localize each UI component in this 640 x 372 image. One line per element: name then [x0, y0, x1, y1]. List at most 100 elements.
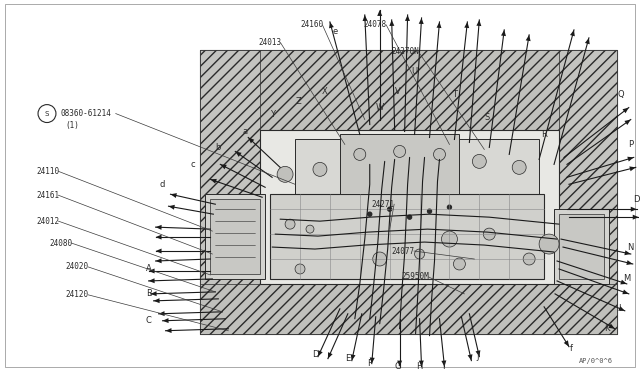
- Text: c: c: [190, 160, 195, 169]
- Circle shape: [313, 162, 327, 176]
- Circle shape: [285, 219, 295, 229]
- Polygon shape: [159, 311, 164, 316]
- Text: D: D: [312, 350, 318, 359]
- Circle shape: [388, 207, 392, 211]
- Circle shape: [306, 225, 314, 233]
- Polygon shape: [464, 22, 469, 28]
- Circle shape: [472, 154, 486, 169]
- Polygon shape: [211, 199, 260, 274]
- Polygon shape: [154, 298, 159, 303]
- Circle shape: [408, 215, 412, 219]
- Text: U: U: [412, 67, 418, 76]
- Polygon shape: [205, 194, 265, 279]
- Text: 24161: 24161: [36, 191, 59, 200]
- Text: (1): (1): [65, 121, 79, 130]
- Text: 24120: 24120: [66, 291, 89, 299]
- Polygon shape: [554, 209, 609, 284]
- Text: D: D: [634, 195, 640, 204]
- Text: G: G: [394, 362, 401, 371]
- Polygon shape: [476, 20, 481, 26]
- Text: R: R: [541, 130, 547, 139]
- Polygon shape: [627, 260, 633, 265]
- Polygon shape: [148, 278, 155, 283]
- Polygon shape: [627, 157, 634, 161]
- Text: T: T: [452, 90, 457, 99]
- Circle shape: [433, 148, 445, 160]
- Text: 24077: 24077: [392, 247, 415, 256]
- Polygon shape: [200, 50, 260, 334]
- Circle shape: [368, 212, 372, 216]
- Polygon shape: [389, 20, 394, 26]
- Text: f: f: [570, 344, 573, 353]
- Text: 24078: 24078: [364, 20, 387, 29]
- Polygon shape: [170, 193, 177, 198]
- Polygon shape: [220, 164, 227, 169]
- Polygon shape: [150, 291, 157, 296]
- Text: b: b: [216, 143, 221, 152]
- Text: C: C: [146, 316, 152, 325]
- Text: d: d: [160, 180, 165, 189]
- Polygon shape: [200, 284, 617, 334]
- Polygon shape: [168, 205, 175, 210]
- Polygon shape: [501, 30, 506, 36]
- Polygon shape: [419, 360, 424, 366]
- Polygon shape: [318, 350, 323, 357]
- Polygon shape: [200, 50, 617, 129]
- Polygon shape: [631, 207, 637, 212]
- Polygon shape: [328, 352, 333, 359]
- Text: S: S: [484, 113, 490, 122]
- Circle shape: [523, 253, 535, 265]
- Polygon shape: [405, 15, 410, 21]
- Polygon shape: [618, 306, 625, 311]
- Circle shape: [512, 160, 526, 174]
- Text: Y: Y: [269, 110, 275, 119]
- Text: 24270N: 24270N: [392, 47, 419, 56]
- Text: N: N: [628, 243, 634, 251]
- Polygon shape: [148, 269, 155, 273]
- Polygon shape: [623, 108, 628, 113]
- Polygon shape: [559, 50, 617, 334]
- Circle shape: [539, 234, 559, 254]
- Polygon shape: [351, 354, 355, 360]
- Polygon shape: [633, 215, 639, 219]
- Polygon shape: [163, 318, 168, 323]
- Text: I: I: [442, 362, 445, 371]
- Polygon shape: [620, 280, 627, 285]
- Polygon shape: [270, 194, 544, 279]
- Polygon shape: [236, 151, 241, 157]
- Text: F: F: [367, 359, 372, 368]
- Polygon shape: [340, 135, 460, 194]
- Circle shape: [394, 145, 406, 157]
- Polygon shape: [625, 250, 631, 255]
- Circle shape: [372, 252, 387, 266]
- Circle shape: [442, 231, 458, 247]
- Text: K: K: [604, 324, 609, 333]
- Text: Z: Z: [295, 97, 301, 106]
- Text: Q: Q: [618, 90, 624, 99]
- Text: 24080: 24080: [49, 238, 72, 248]
- Polygon shape: [525, 35, 531, 41]
- Text: 24271: 24271: [372, 200, 395, 209]
- Polygon shape: [476, 350, 481, 357]
- Polygon shape: [156, 248, 161, 254]
- Polygon shape: [362, 15, 367, 21]
- Polygon shape: [559, 214, 604, 279]
- Circle shape: [453, 258, 465, 270]
- Text: 08360-61214: 08360-61214: [61, 109, 112, 118]
- Text: X: X: [322, 87, 328, 96]
- FancyBboxPatch shape: [5, 4, 635, 366]
- Circle shape: [415, 249, 424, 259]
- Polygon shape: [468, 354, 472, 360]
- Polygon shape: [570, 30, 575, 36]
- Text: E: E: [345, 354, 351, 363]
- Polygon shape: [609, 324, 615, 329]
- Text: J: J: [476, 352, 479, 361]
- Circle shape: [483, 228, 495, 240]
- Text: 24013: 24013: [258, 38, 282, 47]
- Polygon shape: [156, 258, 162, 263]
- Polygon shape: [564, 340, 569, 347]
- Text: H: H: [417, 362, 423, 371]
- Polygon shape: [370, 357, 375, 363]
- Polygon shape: [442, 360, 446, 366]
- Text: 25950M: 25950M: [402, 272, 429, 282]
